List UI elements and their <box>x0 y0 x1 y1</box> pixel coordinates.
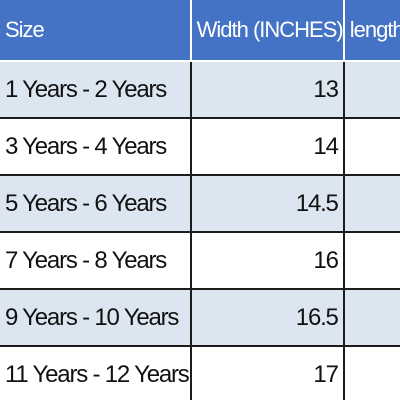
header-length: length (INCHES) <box>342 0 400 62</box>
size-cell: 9 Years - 10 Years <box>0 288 192 347</box>
width-cell: 14.5 <box>189 174 345 233</box>
length-cell: 18 <box>342 117 400 176</box>
table-row: 1 Years - 2 Years 13 17 <box>0 60 400 119</box>
table-row: 11 Years - 12 Years 17 23 <box>0 345 400 400</box>
length-cell: 21 <box>342 231 400 290</box>
width-cell: 13 <box>189 60 345 119</box>
size-cell: 5 Years - 6 Years <box>0 174 192 233</box>
table-row: 3 Years - 4 Years 14 18 <box>0 117 400 176</box>
width-cell: 16.5 <box>189 288 345 347</box>
header-size: Size <box>0 0 192 62</box>
length-cell: 17 <box>342 60 400 119</box>
width-cell: 14 <box>189 117 345 176</box>
size-cell: 7 Years - 8 Years <box>0 231 192 290</box>
table-row: 5 Years - 6 Years 14.5 20 <box>0 174 400 233</box>
width-cell: 16 <box>189 231 345 290</box>
table-row: 7 Years - 8 Years 16 21 <box>0 231 400 290</box>
size-cell: 11 Years - 12 Years <box>0 345 192 400</box>
size-cell: 1 Years - 2 Years <box>0 60 192 119</box>
table-row: 9 Years - 10 Years 16.5 22 <box>0 288 400 347</box>
length-cell: 23 <box>342 345 400 400</box>
size-cell: 3 Years - 4 Years <box>0 117 192 176</box>
width-cell: 17 <box>189 345 345 400</box>
header-width: Width (INCHES) <box>189 0 345 62</box>
length-cell: 22 <box>342 288 400 347</box>
length-cell: 20 <box>342 174 400 233</box>
header-row: Size Width (INCHES) length (INCHES) <box>0 0 400 62</box>
